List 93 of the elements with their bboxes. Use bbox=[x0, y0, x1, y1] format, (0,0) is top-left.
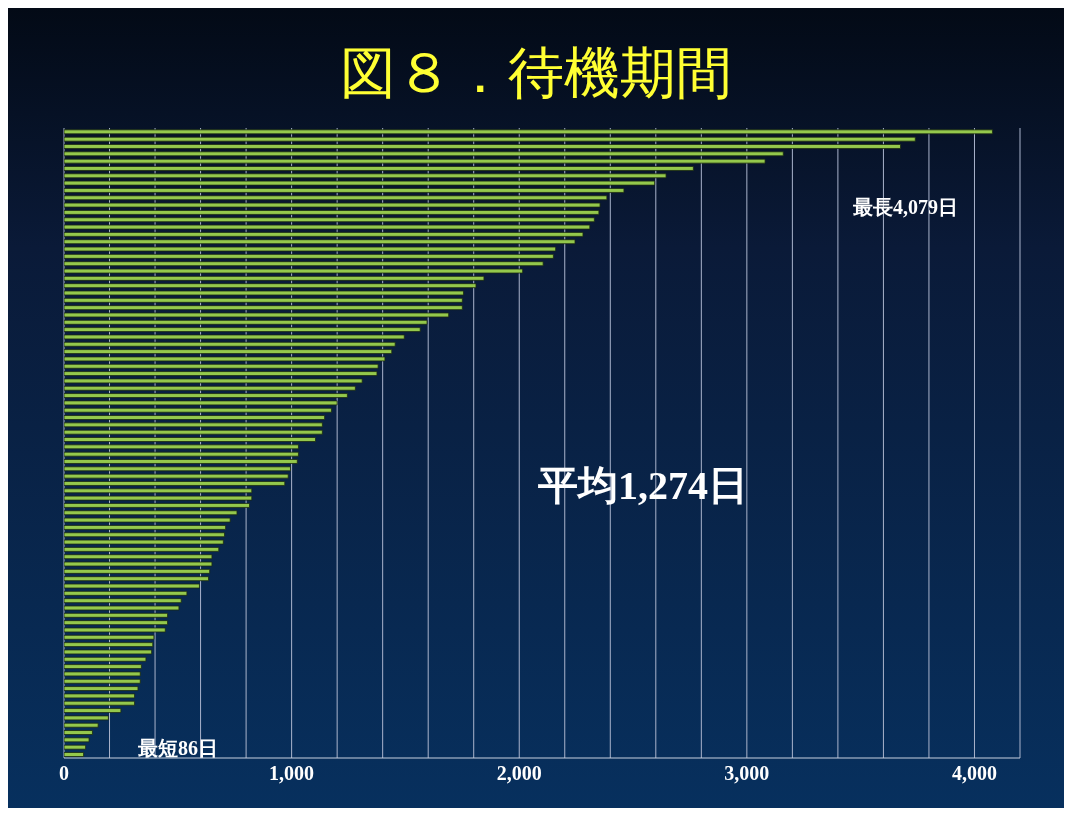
bar bbox=[64, 642, 154, 648]
chart-title: 図８．待機期間 bbox=[339, 41, 733, 106]
bar bbox=[64, 539, 224, 545]
bar bbox=[64, 297, 463, 303]
bar bbox=[64, 671, 141, 677]
bar bbox=[64, 495, 253, 501]
bar bbox=[64, 422, 323, 428]
bar bbox=[64, 129, 993, 135]
bar bbox=[64, 400, 338, 406]
bar bbox=[64, 620, 168, 626]
bar bbox=[64, 312, 450, 318]
bar bbox=[64, 393, 348, 398]
bar bbox=[64, 525, 227, 530]
bar bbox=[64, 283, 477, 289]
bar bbox=[64, 708, 122, 713]
bar bbox=[64, 612, 168, 618]
bar bbox=[64, 473, 289, 479]
bar bbox=[64, 686, 139, 691]
bar bbox=[64, 693, 135, 699]
bar bbox=[64, 319, 428, 325]
bar bbox=[64, 158, 766, 164]
bar bbox=[64, 444, 299, 450]
bar bbox=[64, 488, 253, 494]
bar bbox=[64, 144, 901, 149]
bar bbox=[64, 554, 213, 560]
bar bbox=[64, 385, 356, 391]
bar bbox=[64, 261, 544, 267]
bar bbox=[64, 275, 485, 281]
bar bbox=[64, 246, 557, 252]
bar bbox=[64, 678, 141, 684]
bar bbox=[64, 180, 656, 186]
bar bbox=[64, 407, 332, 413]
bar bbox=[64, 627, 166, 633]
bar bbox=[64, 305, 463, 311]
bar bbox=[64, 231, 584, 237]
bar bbox=[64, 656, 147, 662]
bar bbox=[64, 561, 213, 567]
bar bbox=[64, 290, 464, 296]
bar bbox=[64, 349, 393, 354]
bar bbox=[64, 700, 135, 706]
x-tick-label: 3,000 bbox=[724, 762, 770, 785]
bar bbox=[64, 268, 524, 274]
bar bbox=[64, 730, 93, 735]
bar bbox=[64, 752, 84, 757]
bar bbox=[64, 334, 405, 340]
bar bbox=[64, 459, 298, 464]
bar bbox=[64, 466, 291, 472]
bar bbox=[64, 715, 109, 721]
bar bbox=[64, 188, 625, 193]
bar bbox=[64, 327, 421, 333]
bar bbox=[64, 173, 667, 179]
bar bbox=[64, 481, 286, 486]
x-tick-label: 1,000 bbox=[269, 762, 315, 785]
bar bbox=[64, 239, 576, 245]
bar bbox=[64, 737, 90, 743]
bar bbox=[64, 151, 784, 157]
bar bbox=[64, 202, 601, 208]
bar bbox=[64, 722, 99, 728]
bar bbox=[64, 341, 396, 347]
bar bbox=[64, 598, 182, 604]
bar bbox=[64, 451, 299, 457]
bar bbox=[64, 224, 591, 230]
bar bbox=[64, 576, 209, 582]
bar bbox=[64, 378, 363, 384]
bar bbox=[64, 437, 316, 442]
bar bbox=[64, 605, 180, 611]
x-tick-label: 4,000 bbox=[951, 762, 997, 785]
bar bbox=[64, 532, 225, 538]
bar bbox=[64, 415, 326, 420]
bar bbox=[64, 510, 238, 516]
bar bbox=[64, 590, 188, 596]
x-tick-label: 2,000 bbox=[496, 762, 542, 785]
bar bbox=[64, 649, 153, 655]
bar bbox=[64, 195, 608, 201]
bar bbox=[64, 371, 378, 376]
bar bbox=[64, 166, 694, 171]
bar bbox=[64, 253, 554, 259]
bar bbox=[64, 217, 595, 223]
bar bbox=[64, 429, 323, 435]
x-tick-label: 0 bbox=[59, 762, 69, 785]
bar bbox=[64, 744, 87, 750]
bar bbox=[64, 546, 220, 552]
bar bbox=[64, 210, 600, 215]
bar bbox=[64, 664, 142, 669]
bar bbox=[64, 136, 916, 142]
bar bbox=[64, 363, 379, 369]
annotation: 平均1,274日 bbox=[538, 462, 748, 510]
bar bbox=[64, 503, 250, 508]
bar bbox=[64, 568, 211, 574]
bar bbox=[64, 517, 231, 523]
bar bbox=[64, 634, 155, 640]
bar bbox=[64, 583, 200, 589]
bar bbox=[64, 356, 386, 362]
